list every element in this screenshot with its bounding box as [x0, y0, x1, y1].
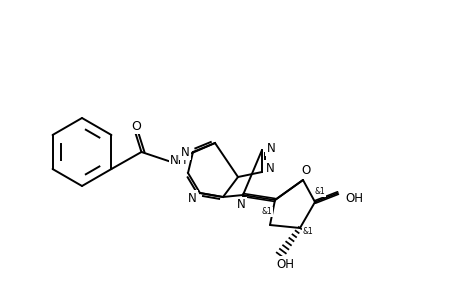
- Text: N: N: [180, 146, 189, 158]
- Text: NH: NH: [170, 154, 187, 167]
- Text: &1: &1: [303, 227, 313, 236]
- Text: &1: &1: [315, 188, 325, 196]
- Text: N: N: [237, 199, 246, 212]
- Text: OH: OH: [345, 191, 363, 205]
- Text: O: O: [132, 119, 141, 133]
- Text: &1: &1: [262, 208, 272, 217]
- Text: N: N: [266, 161, 274, 175]
- Text: OH: OH: [276, 257, 294, 271]
- Text: N: N: [266, 142, 275, 154]
- Text: O: O: [301, 164, 311, 178]
- Text: N: N: [187, 191, 196, 205]
